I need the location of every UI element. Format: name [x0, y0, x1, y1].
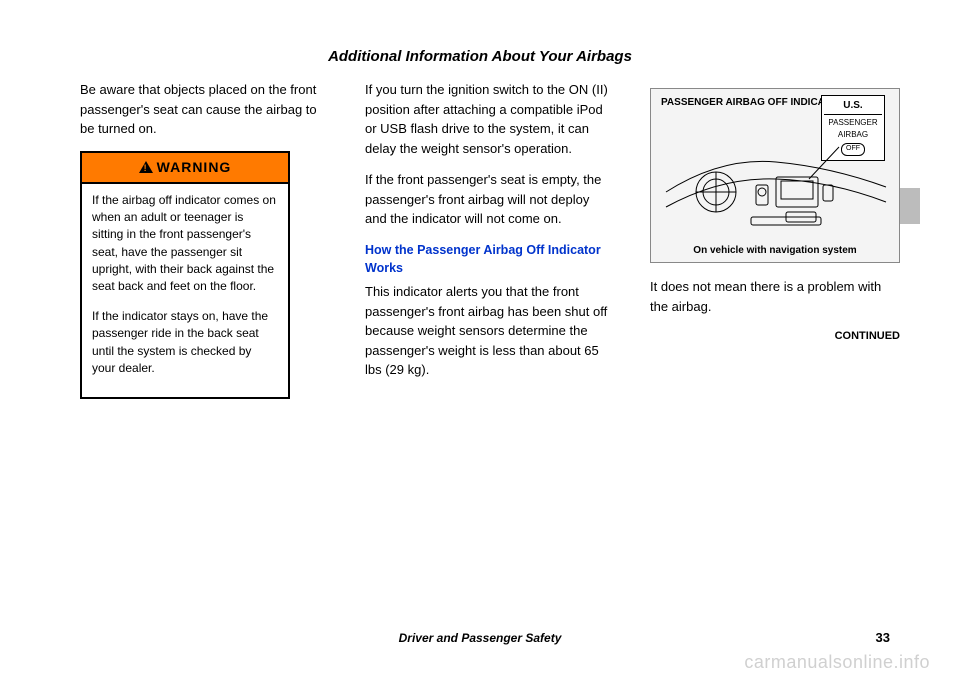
warning-body-p2: If the indicator stays on, have the pass…: [92, 308, 278, 378]
figure-caption: On vehicle with navigation system: [651, 243, 899, 258]
col2-subhead: How the Passenger Airbag Off Indicator W…: [365, 241, 610, 279]
us-line1: PASSENGER: [824, 117, 882, 129]
warning-body-p1: If the airbag off indicator comes on whe…: [92, 192, 278, 296]
content-columns: Be aware that objects placed on the fron…: [80, 80, 900, 413]
column-2: If you turn the ignition switch to the O…: [365, 80, 610, 413]
manual-page: Additional Information About Your Airbag…: [0, 0, 960, 685]
column-1: Be aware that objects placed on the fron…: [80, 80, 325, 413]
section-footer: Driver and Passenger Safety: [0, 631, 960, 645]
col1-para1: Be aware that objects placed on the fron…: [80, 80, 325, 139]
page-header: Additional Information About Your Airbag…: [0, 48, 960, 65]
col2-para1: If you turn the ignition switch to the O…: [365, 80, 610, 158]
watermark: carmanualsonline.info: [744, 652, 930, 673]
indicator-figure: PASSENGER AIRBAG OFF INDICATOR U.S. PASS…: [650, 88, 900, 263]
us-title: U.S.: [824, 98, 882, 115]
continued-label: CONTINUED: [650, 328, 900, 345]
col2-para3: This indicator alerts you that the front…: [365, 282, 610, 380]
warning-label: WARNING: [157, 157, 232, 178]
warning-header: WARNING: [82, 153, 288, 184]
warning-body: If the airbag off indicator comes on whe…: [82, 184, 288, 398]
figure-main-label: PASSENGER AIRBAG OFF INDICATOR: [661, 97, 845, 109]
column-3: PASSENGER AIRBAG OFF INDICATOR U.S. PASS…: [650, 80, 900, 413]
col2-para2: If the front passenger's seat is empty, …: [365, 170, 610, 229]
warning-box: WARNING If the airbag off indicator come…: [80, 151, 290, 400]
col3-para1: It does not mean there is a problem with…: [650, 277, 900, 316]
warning-triangle-icon: [139, 161, 153, 173]
dashboard-line-art: [661, 137, 891, 237]
page-number: 33: [876, 630, 890, 645]
